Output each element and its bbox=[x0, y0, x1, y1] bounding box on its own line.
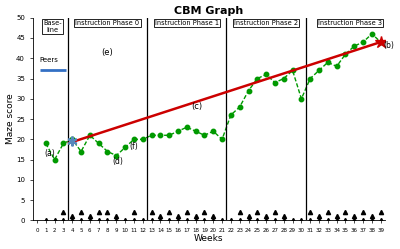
Text: (e): (e) bbox=[102, 48, 113, 57]
Text: Instruction Phase 0: Instruction Phase 0 bbox=[76, 20, 140, 26]
Text: Base-
line: Base- line bbox=[43, 20, 62, 33]
Text: (f): (f) bbox=[130, 142, 138, 151]
Y-axis label: Maze score: Maze score bbox=[6, 94, 14, 144]
Text: Instruction Phase 2: Instruction Phase 2 bbox=[234, 20, 298, 26]
Text: Instruction Phase 1: Instruction Phase 1 bbox=[155, 20, 219, 26]
X-axis label: Weeks: Weeks bbox=[194, 235, 224, 244]
Title: CBM Graph: CBM Graph bbox=[174, 5, 244, 15]
Text: (b): (b) bbox=[383, 41, 394, 50]
Text: (a): (a) bbox=[44, 149, 55, 158]
Text: Instruction Phase 3: Instruction Phase 3 bbox=[318, 20, 382, 26]
Text: (d): (d) bbox=[112, 157, 123, 166]
Text: Peers: Peers bbox=[40, 57, 58, 63]
Text: (c): (c) bbox=[191, 102, 202, 111]
